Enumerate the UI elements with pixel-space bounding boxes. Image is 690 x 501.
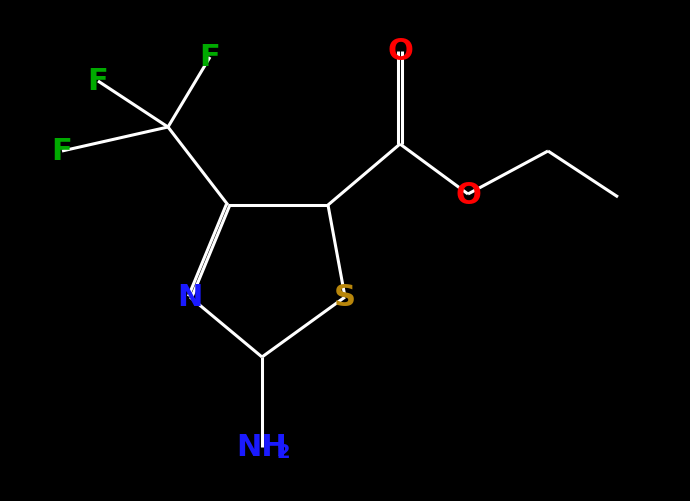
Text: F: F: [199, 44, 220, 72]
Text: F: F: [52, 137, 72, 166]
Text: O: O: [455, 180, 481, 209]
Text: N: N: [177, 283, 203, 312]
Text: NH: NH: [237, 433, 287, 461]
Text: S: S: [334, 283, 356, 312]
Text: F: F: [88, 67, 108, 96]
Text: O: O: [387, 38, 413, 66]
Text: 2: 2: [276, 442, 290, 461]
